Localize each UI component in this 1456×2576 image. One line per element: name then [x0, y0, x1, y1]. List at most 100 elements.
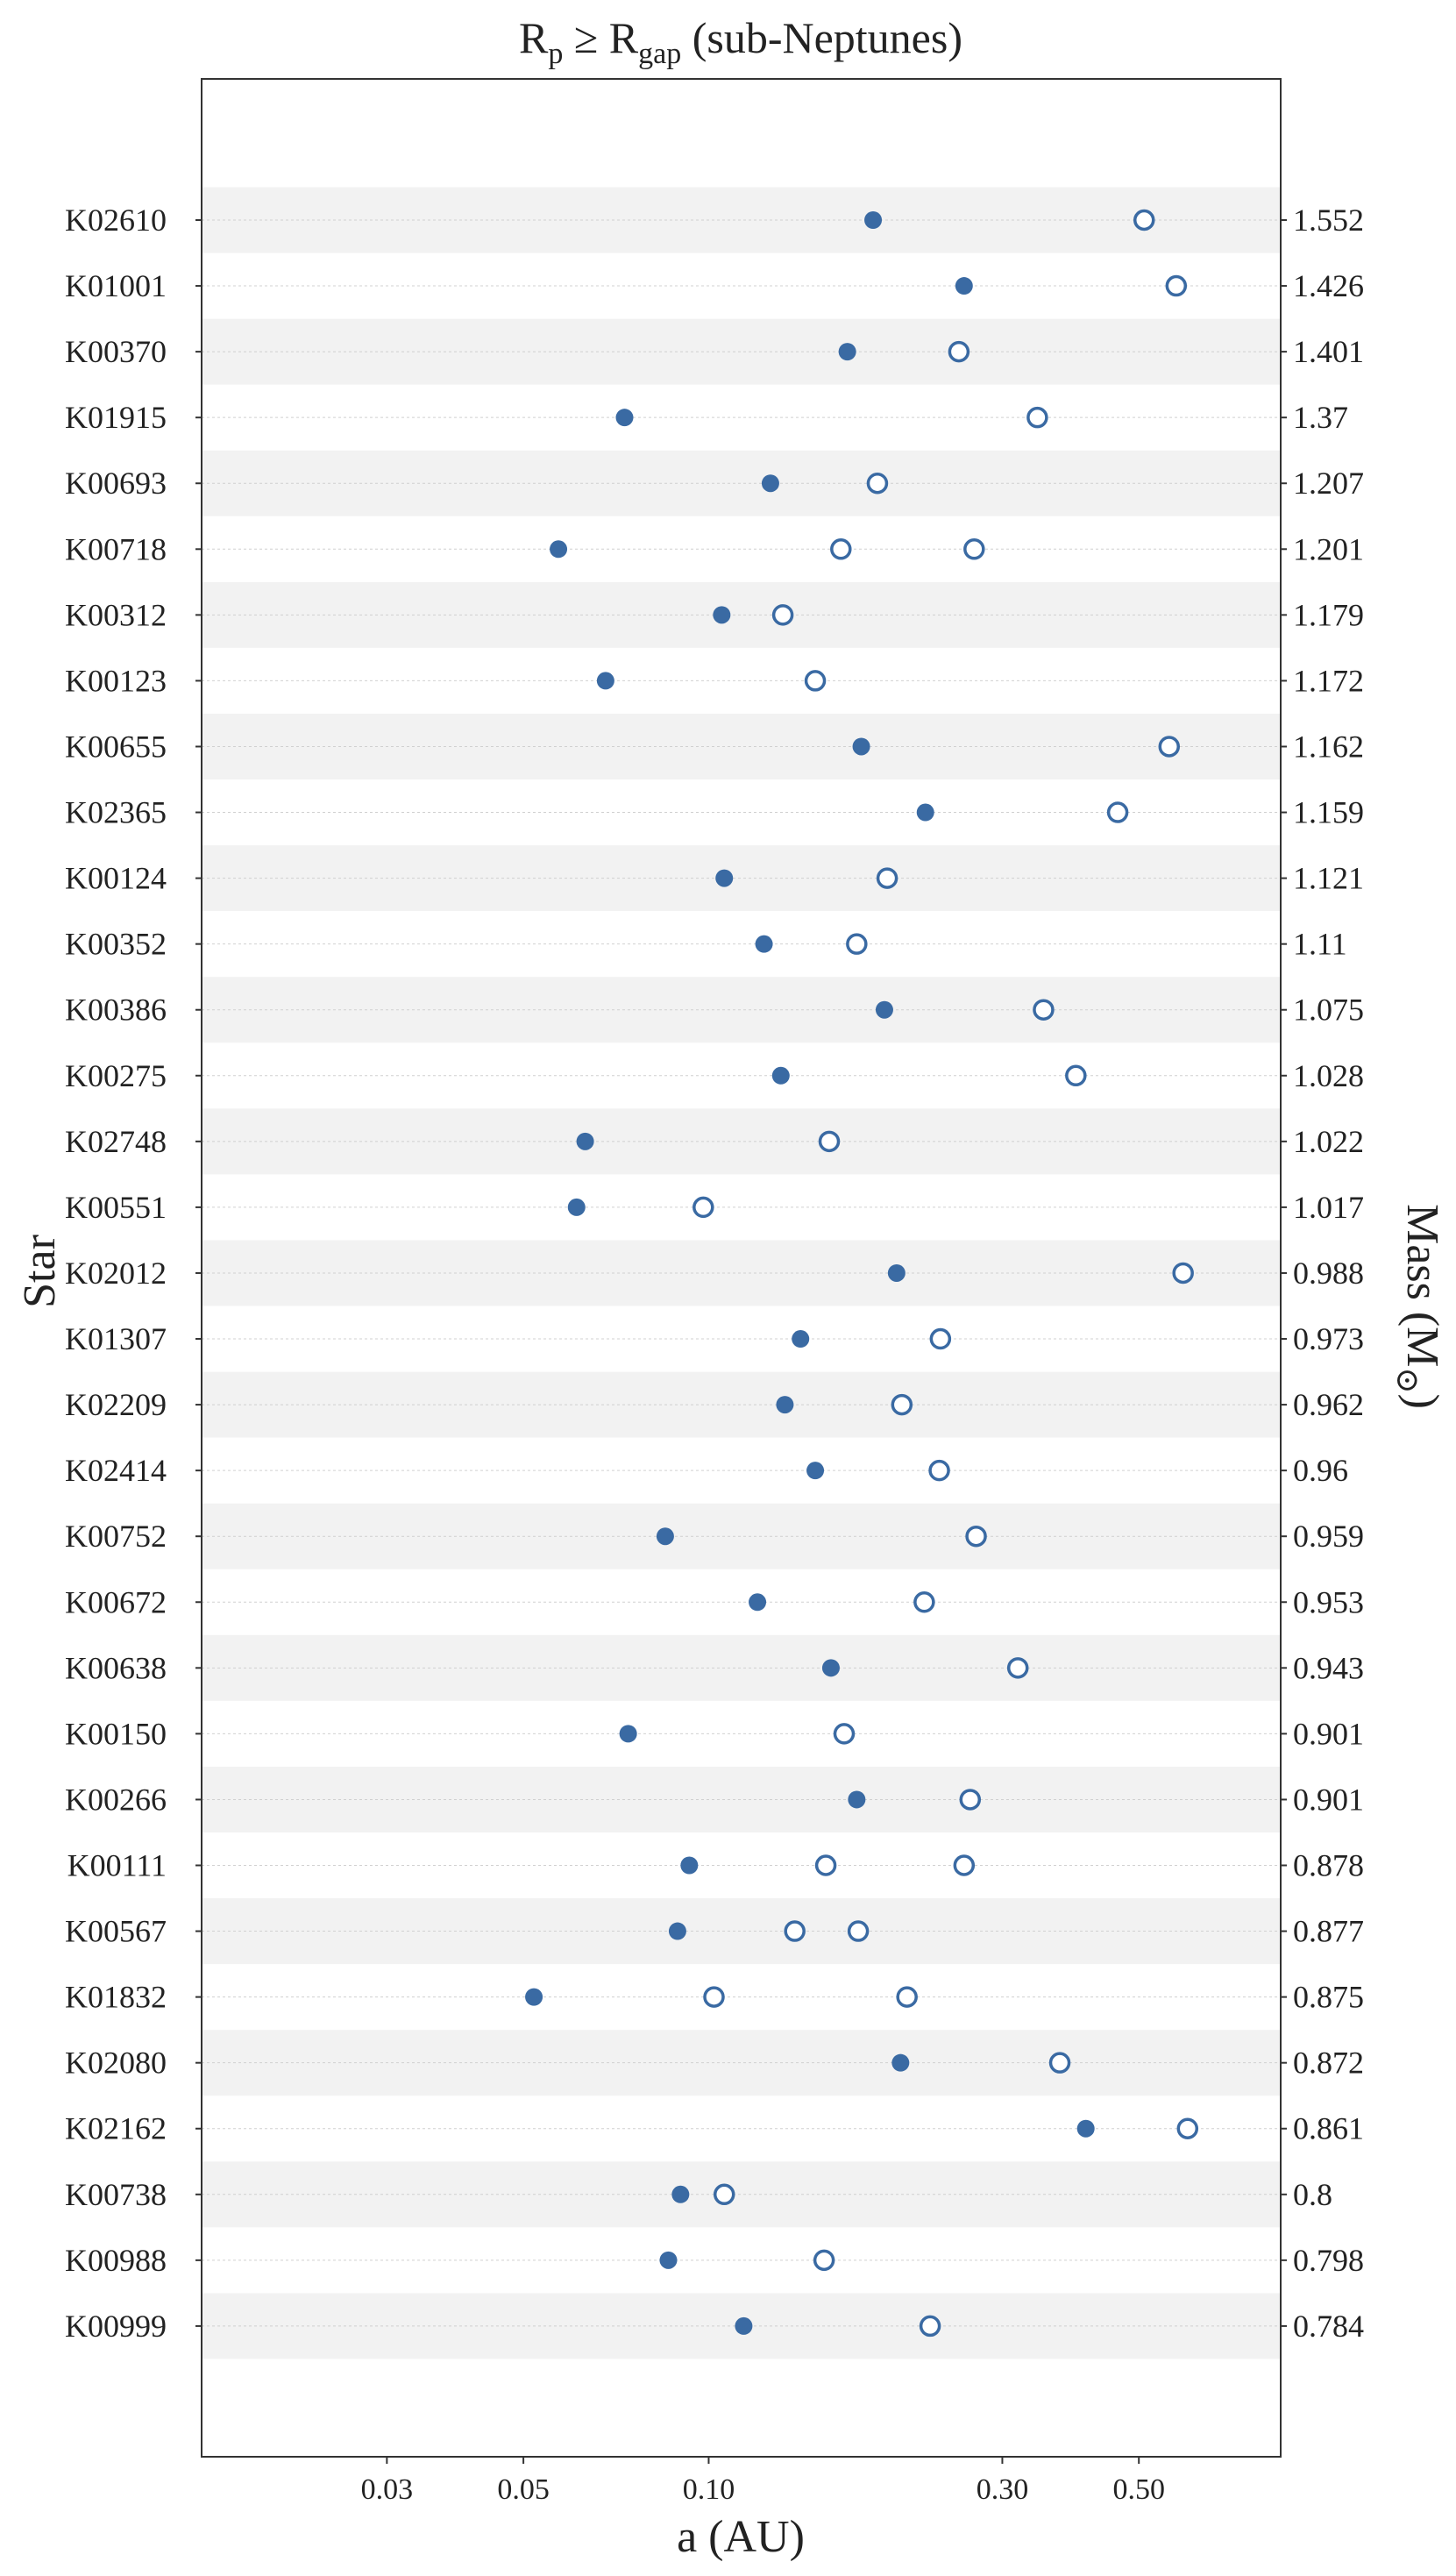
mass-label: 0.988 [1293, 1256, 1364, 1291]
inner-planet-point [749, 1593, 767, 1612]
star-label: K02012 [65, 1256, 167, 1291]
x-tick-label: 0.30 [977, 2473, 1029, 2506]
inner-planet-point [567, 1198, 586, 1216]
star-label: K00123 [65, 663, 167, 698]
right-label-sun-symbol: ⊙ [1390, 1367, 1425, 1393]
outer-planet-point [833, 1723, 856, 1745]
inner-planet-point [838, 343, 856, 361]
inner-planet-point [864, 211, 883, 229]
mass-label: 0.901 [1293, 1782, 1364, 1817]
star-label: K02209 [65, 1387, 167, 1422]
right-axis-mass-labels: 1.552 1.426 1.401 1.37 1.207 1.201 1.179 1.172 1… [1281, 203, 1364, 2344]
mass-label: 1.162 [1293, 729, 1364, 764]
outer-planet-point [692, 1196, 714, 1219]
mass-label: 0.861 [1293, 2111, 1364, 2146]
star-label: K01832 [65, 1980, 167, 2015]
x-tick-label: 0.50 [1112, 2473, 1165, 2506]
inner-planet-point [715, 869, 734, 887]
inner-planet-point [656, 1527, 674, 1546]
star-label: K00150 [65, 1716, 167, 1751]
mass-label: 0.784 [1293, 2309, 1364, 2344]
outer-planet-point [1158, 736, 1181, 758]
inner-planet-point [887, 1263, 906, 1282]
star-label: K00551 [65, 1190, 167, 1225]
outer-planet-point [919, 2315, 941, 2338]
inner-planet-point [619, 1725, 637, 1743]
star-label: K00352 [65, 927, 167, 962]
mass-label: 0.96 [1293, 1453, 1348, 1488]
x-axis: 0.03 0.05 0.10 0.30 0.50 [361, 2457, 1165, 2506]
outer-planet-point [818, 1130, 841, 1153]
star-label: K02365 [65, 795, 167, 830]
star-label: K01307 [65, 1321, 167, 1356]
inner-planet-point [576, 1132, 594, 1150]
outer-planet-point [1006, 1657, 1029, 1679]
mass-label: 1.401 [1293, 334, 1364, 369]
outer-planet-point [891, 1393, 913, 1416]
mass-label: 1.121 [1293, 861, 1364, 896]
x-axis-label: a (AU) [677, 2512, 805, 2562]
outer-planet-point [830, 538, 852, 560]
star-label: K01915 [65, 400, 167, 435]
inner-planet-point [615, 409, 634, 427]
right-label-close: ) [1397, 1394, 1447, 1409]
mass-label: 0.798 [1293, 2243, 1364, 2278]
outer-planet-point [953, 1854, 976, 1876]
outer-planet-point [948, 340, 970, 363]
outer-planet-point [813, 2249, 835, 2272]
outer-planet-point [913, 1591, 935, 1613]
inner-planet-point [955, 277, 973, 295]
star-label: K00312 [65, 597, 167, 632]
mass-label: 1.028 [1293, 1058, 1364, 1093]
mass-label: 0.878 [1293, 1848, 1364, 1883]
star-label: K00999 [65, 2309, 167, 2344]
inner-planet-point [668, 1922, 686, 1940]
row-gridlines [202, 219, 1281, 2327]
star-label: K00752 [65, 1519, 167, 1554]
star-label: K00693 [65, 466, 167, 501]
outer-planet-point [1033, 999, 1055, 1021]
chart-title: Rp ≥ Rgap (sub-Neptunes) [519, 13, 962, 70]
star-label: K02748 [65, 1124, 167, 1159]
title-sub-gap: gap [638, 38, 681, 70]
star-label: K00266 [65, 1782, 167, 1817]
title-sub-p: p [548, 38, 563, 70]
inner-planet-point [659, 2251, 678, 2269]
outer-planet-point [804, 670, 827, 692]
inner-planet-point [806, 1462, 825, 1480]
mass-label: 0.943 [1293, 1650, 1364, 1685]
outer-planet-point [713, 2183, 735, 2206]
star-label: K00567 [65, 1914, 167, 1949]
mass-label: 0.959 [1293, 1519, 1364, 1554]
star-label: K00988 [65, 2243, 167, 2278]
mass-label: 0.875 [1293, 1980, 1364, 2015]
star-label: K02414 [65, 1453, 167, 1488]
star-label: K02162 [65, 2111, 167, 2146]
star-label: K00124 [65, 861, 167, 896]
mass-label: 1.426 [1293, 268, 1364, 303]
outer-planet-point [703, 1986, 725, 2008]
outer-planet-point [1026, 406, 1048, 429]
inner-planet-point [891, 2053, 910, 2072]
star-label: K02610 [65, 203, 167, 238]
star-label: K00718 [65, 531, 167, 566]
star-label: K00638 [65, 1650, 167, 1685]
outer-planet-point [876, 867, 898, 889]
inner-planet-point [821, 1659, 840, 1677]
outer-planet-point [1048, 2052, 1071, 2074]
inner-planet-point [596, 672, 614, 690]
mass-label: 1.179 [1293, 597, 1364, 632]
inner-planet-point [792, 1330, 810, 1348]
inner-planet-point [671, 2185, 690, 2203]
plot-frame [201, 78, 1282, 2458]
inner-planet-point [1076, 2119, 1095, 2138]
planet-markers [525, 209, 1199, 2338]
outer-planet-point [963, 538, 985, 560]
mass-label: 0.8 [1293, 2177, 1332, 2212]
inner-planet-point [525, 1988, 543, 2006]
mass-label: 0.872 [1293, 2046, 1364, 2081]
mass-label: 0.973 [1293, 1321, 1364, 1356]
mass-label: 0.953 [1293, 1584, 1364, 1619]
outer-planet-point [814, 1854, 837, 1876]
inner-planet-point [550, 540, 568, 559]
